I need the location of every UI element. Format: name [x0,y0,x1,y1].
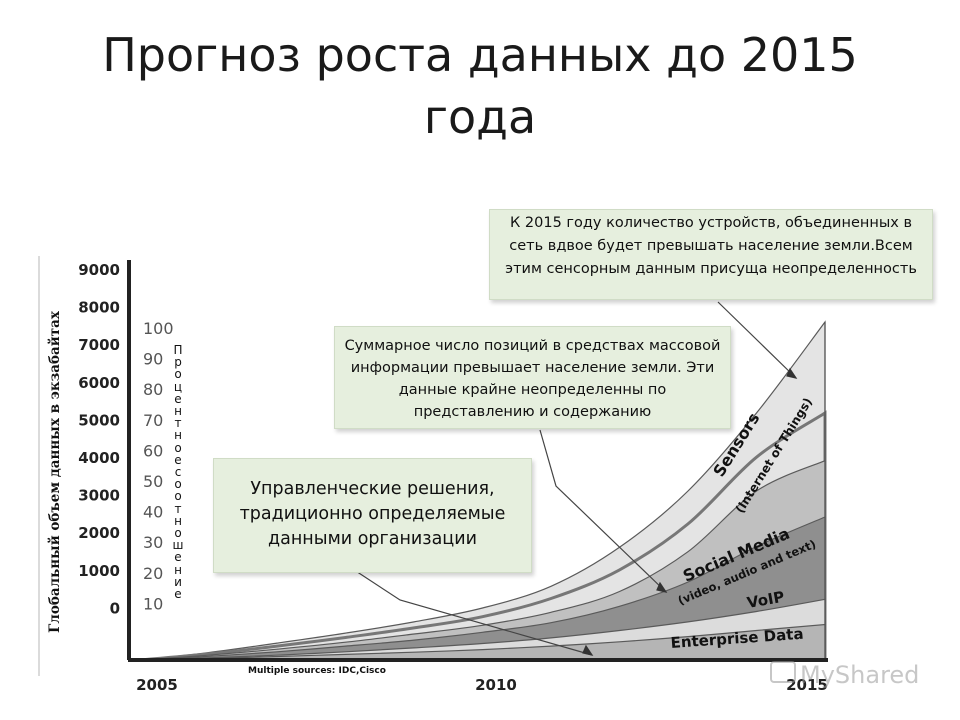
y-tick-label: 8000 [78,299,120,317]
x-tick-label: 2015 [786,676,828,694]
percent-tick-label: 80 [143,380,163,399]
callout-enterprise: Управленческие решения, традиционно опре… [213,458,532,573]
percent-tick-label: 20 [143,564,163,583]
watermark-icon [770,661,796,683]
arrow-social [539,429,667,593]
y-tick-label: 1000 [78,562,120,580]
band-enterprise [139,623,826,661]
y-tick-label: 6000 [78,374,120,392]
callout-media: Суммарное число позиций в средствах масс… [334,326,731,429]
y-tick-label: 2000 [78,524,120,542]
percent-tick-label: 70 [143,411,163,430]
percent-tick-labels: 100 90 80 70 60 50 40 30 20 10 [143,319,174,613]
arrow-sensors [717,301,797,379]
y-tick-label: 4000 [78,449,120,467]
y-tick-label: 0 [110,599,120,617]
y-tick-labels: 9000 8000 7000 6000 5000 4000 3000 2000 1000 0 [78,261,120,617]
arrow-enterprise-head [582,644,594,656]
percent-tick-label: 10 [143,594,163,613]
percent-tick-label: 60 [143,441,163,460]
percent-tick-label: 90 [143,350,163,369]
band-social-media [139,516,826,661]
arrow-sensors-head [786,367,798,379]
arrow-social-head [656,581,668,593]
percent-tick-label: 50 [143,472,163,491]
area-bands [139,320,827,662]
y-tick-label: 5000 [78,411,120,429]
percent-axis-title: Процентное соотношение [172,343,184,602]
callout-sensors: К 2015 году количество устройств, объеди… [489,209,933,300]
watermark-text: MyShared [800,661,919,689]
x-tick-label: 2010 [475,676,517,694]
x-tick-label: 2005 [136,676,178,694]
slide-title: Прогноз роста данных до 2015 года [102,28,858,144]
percent-tick-label: 30 [143,533,163,552]
percent-tick-label: 40 [143,503,163,522]
y-tick-label: 3000 [78,487,120,505]
watermark: MyShared [770,661,919,689]
percent-tick-label: 100 [143,319,174,338]
source-note: Multiple sources: IDC,Cisco [248,666,386,676]
y-tick-label: 7000 [78,336,120,354]
x-tick-labels: 2005 2010 2015 [136,676,828,694]
axes [127,260,828,662]
y-tick-label: 9000 [78,261,120,279]
y-axis-title: Глобальный объем данных в экзабайтах [47,311,63,633]
